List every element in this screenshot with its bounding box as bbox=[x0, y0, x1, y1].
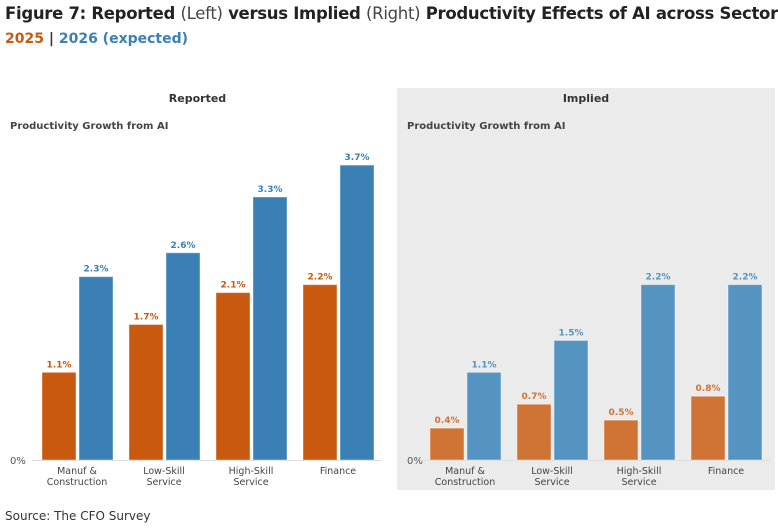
bar-2025 bbox=[429, 427, 465, 461]
data-label: 0.4% bbox=[435, 416, 460, 426]
bar-2025 bbox=[690, 395, 726, 461]
category-label: Finance bbox=[708, 466, 744, 477]
data-label: 3.7% bbox=[345, 153, 370, 163]
figure-title: Figure 7: Reported (Left) versus Implied… bbox=[5, 4, 778, 23]
bar-2026 bbox=[553, 339, 589, 461]
data-label: 2.3% bbox=[84, 265, 109, 275]
data-label: 0.8% bbox=[696, 384, 721, 394]
panel-title: Implied bbox=[563, 92, 609, 105]
data-label: 2.2% bbox=[308, 273, 333, 283]
source-note: Source: The CFO Survey bbox=[5, 509, 151, 523]
data-label: 0.5% bbox=[609, 408, 634, 418]
bar-2025 bbox=[215, 292, 251, 461]
bar-2025 bbox=[128, 324, 164, 461]
data-label: 2.1% bbox=[221, 281, 246, 291]
category-label: Manuf & bbox=[445, 466, 485, 477]
legend-2025: 2025 bbox=[5, 31, 44, 47]
legend-2026: 2026 (expected) bbox=[58, 31, 189, 47]
bar-2025 bbox=[41, 371, 77, 461]
data-label: 1.1% bbox=[47, 360, 72, 370]
category-label: Construction bbox=[47, 477, 108, 488]
bar-2026 bbox=[78, 276, 114, 461]
panel-title: Reported bbox=[169, 92, 226, 105]
title-part: (Left) bbox=[180, 4, 223, 23]
category-label: Service bbox=[534, 477, 569, 488]
category-label: Low-Skill bbox=[531, 466, 573, 477]
title-part: Productivity Effects of AI across Sector… bbox=[425, 4, 778, 23]
data-label: 0.7% bbox=[522, 392, 547, 402]
y-axis-label: Productivity Growth from AI bbox=[10, 121, 168, 132]
data-label: 2.2% bbox=[646, 273, 671, 283]
bar-2025 bbox=[516, 403, 552, 461]
y-axis-label: Productivity Growth from AI bbox=[407, 121, 565, 132]
legend: 2025 | 2026 (expected) bbox=[5, 31, 188, 47]
bar-2025 bbox=[603, 419, 639, 461]
bar-2025 bbox=[302, 284, 338, 461]
data-label: 1.7% bbox=[134, 313, 159, 323]
data-label: 1.1% bbox=[472, 360, 497, 370]
bar-2026 bbox=[165, 252, 201, 461]
category-label: Construction bbox=[435, 477, 496, 488]
category-label: Finance bbox=[320, 466, 356, 477]
category-label: High-Skill bbox=[229, 466, 274, 477]
category-label: Service bbox=[233, 477, 268, 488]
title-part: Figure 7: Reported bbox=[5, 4, 176, 23]
data-label: 2.6% bbox=[171, 241, 196, 251]
title-part: (Right) bbox=[366, 4, 421, 23]
bar-2026 bbox=[252, 196, 288, 461]
bar-2026 bbox=[339, 164, 375, 461]
bar-2026 bbox=[466, 371, 502, 461]
category-label: High-Skill bbox=[617, 466, 662, 477]
y-tick-0: 0% bbox=[10, 456, 26, 467]
data-label: 3.3% bbox=[258, 185, 283, 195]
legend-separator: | bbox=[48, 31, 54, 47]
bar-2026 bbox=[640, 284, 676, 461]
y-tick-0: 0% bbox=[407, 456, 423, 467]
category-label: Service bbox=[621, 477, 656, 488]
category-label: Service bbox=[146, 477, 181, 488]
data-label: 1.5% bbox=[559, 328, 584, 338]
category-label: Low-Skill bbox=[143, 466, 185, 477]
title-part: versus Implied bbox=[228, 4, 361, 23]
category-label: Manuf & bbox=[57, 466, 97, 477]
data-label: 2.2% bbox=[733, 273, 758, 283]
bar-2026 bbox=[727, 284, 763, 461]
